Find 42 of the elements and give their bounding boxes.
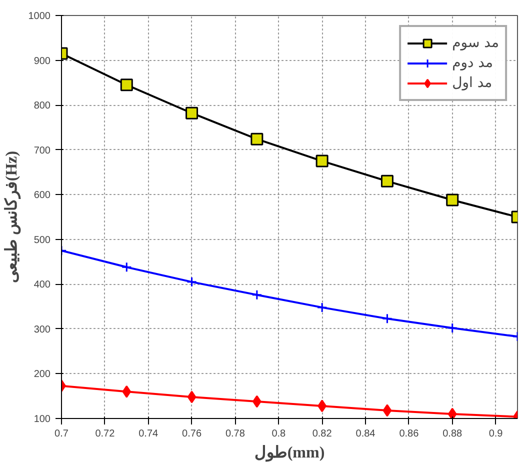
point [446,194,459,206]
y-tick-label: 200 [34,369,51,380]
point [382,313,392,324]
x-tick-label: 0.84 [356,428,376,440]
point [250,132,264,146]
point [382,404,392,417]
x-tick-label: 0.76 [182,428,202,440]
point [187,390,196,404]
y-tick-label: 500 [34,234,51,246]
y-tick-label: 100 [34,414,51,425]
point [252,290,262,300]
y-tick-label: 300 [34,324,51,336]
legend-label: مد سوم [452,35,499,51]
point [122,385,132,398]
y-tick-label: 600 [34,190,51,202]
y-axis-title: فرکانس طبیعی(Hz) [3,150,22,284]
point [316,302,328,313]
y-tick-label: 400 [34,280,51,291]
x-tick-label: 0.9 [488,428,504,440]
x-tick-label: 0.78 [225,428,246,440]
y-tick-label: 700 [34,145,51,156]
x-tick-label: 0.7 [54,428,69,440]
legend-label: مد اول [452,75,492,91]
x-axis-title: طول(mm) [254,444,325,462]
point [447,322,458,334]
point [380,174,394,188]
y-tick-label: 900 [34,56,51,67]
point [316,154,328,168]
x-tick-label: 0.74 [138,428,159,440]
point [186,276,198,288]
x-tick-label: 0.88 [442,428,463,440]
point [448,408,457,418]
point [121,262,132,272]
x-tick-label: 0.72 [95,428,116,440]
y-tick-label: 800 [34,100,51,112]
x-tick-label: 0.82 [312,428,332,440]
y-tick-label: 1000 [28,11,51,22]
point [120,78,133,92]
legend-label: مد دوم [452,55,494,71]
x-tick-label: 0.8 [272,428,286,440]
point [186,106,198,120]
x-tick-label: 0.86 [399,428,420,440]
